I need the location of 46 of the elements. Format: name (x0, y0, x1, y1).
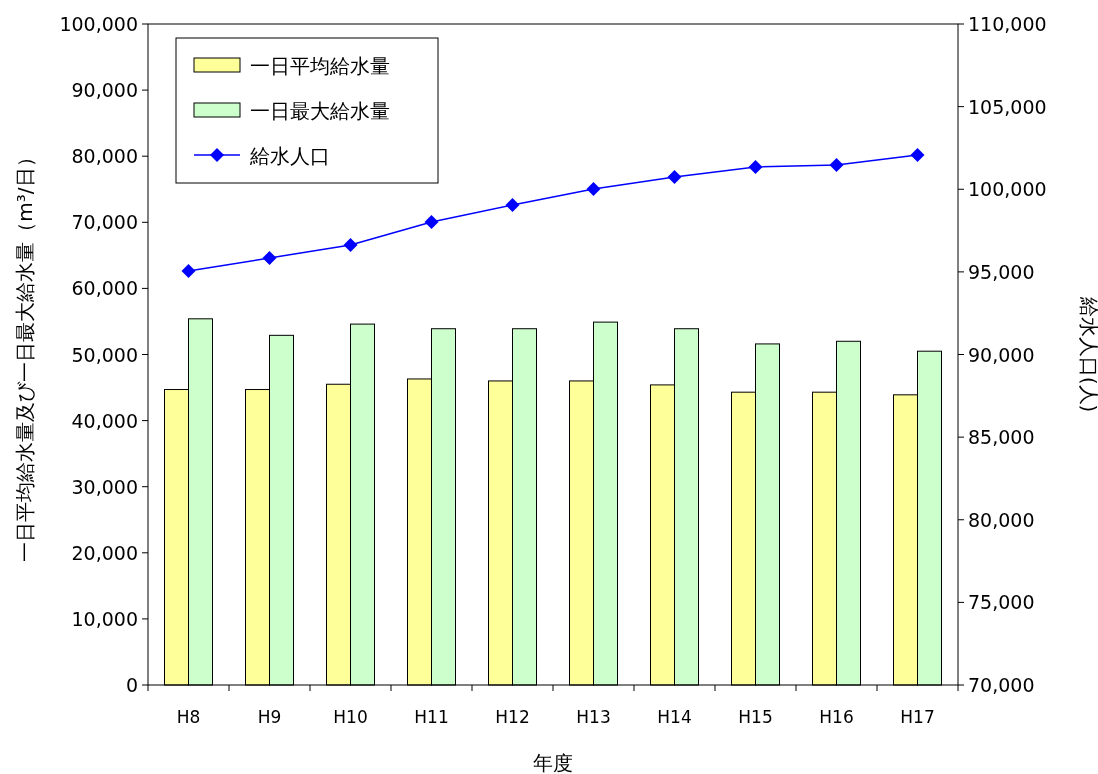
point (748, 159, 763, 174)
x-tick-label: H10 (333, 707, 368, 727)
x-tick-label: H15 (738, 707, 773, 727)
point (910, 148, 925, 163)
point (586, 182, 601, 197)
legend-label: 一日平均給水量 (250, 54, 390, 78)
point (424, 214, 439, 229)
y2-axis-title: 給水人口(人) (1077, 295, 1098, 413)
y2-tick-label: 80,000 (968, 508, 1035, 531)
y-tick-label: 40,000 (71, 409, 138, 432)
legend-label: 一日最大給水量 (250, 99, 390, 123)
y-tick-label: 100,000 (59, 13, 138, 35)
y-tick-label: 30,000 (71, 475, 138, 498)
y-tick-label: 10,000 (71, 607, 138, 630)
legend-label: 給水人口 (249, 144, 330, 168)
y-tick-label: 0 (125, 674, 138, 696)
point (829, 157, 844, 172)
y2-tick-label: 95,000 (968, 260, 1035, 283)
x-tick-label: H13 (576, 707, 611, 727)
y2-tick-label: 85,000 (968, 426, 1035, 449)
y-tick-label: 60,000 (71, 277, 138, 300)
y-tick-label: 50,000 (71, 343, 138, 366)
y2-tick-label: 110,000 (968, 13, 1047, 35)
point (505, 197, 520, 212)
point (262, 250, 277, 265)
y2-tick-label: 100,000 (968, 178, 1047, 201)
y2-tick-label: 90,000 (968, 343, 1035, 366)
x-tick-label: H11 (414, 707, 449, 727)
x-tick-label: H16 (819, 707, 854, 727)
x-axis-title: 年度 (533, 751, 573, 774)
y-tick-label: 80,000 (71, 145, 138, 168)
point (667, 170, 682, 185)
y-axis-title: 一日平均給水量及び一日最大給水量（m³/日） (13, 147, 37, 562)
x-tick-label: H9 (257, 707, 282, 727)
x-tick-label: H8 (176, 707, 201, 727)
y2-tick-label: 75,000 (968, 591, 1035, 614)
point (181, 264, 196, 279)
x-tick-label: H14 (657, 707, 692, 727)
y2-tick-label: 70,000 (968, 674, 1035, 696)
y-tick-label: 70,000 (71, 211, 138, 234)
x-tick-label: H17 (900, 707, 935, 727)
x-tick-label: H12 (495, 707, 530, 727)
y2-tick-label: 105,000 (968, 95, 1047, 118)
y-tick-label: 90,000 (71, 79, 138, 102)
y-tick-label: 20,000 (71, 541, 138, 564)
point (343, 237, 358, 252)
